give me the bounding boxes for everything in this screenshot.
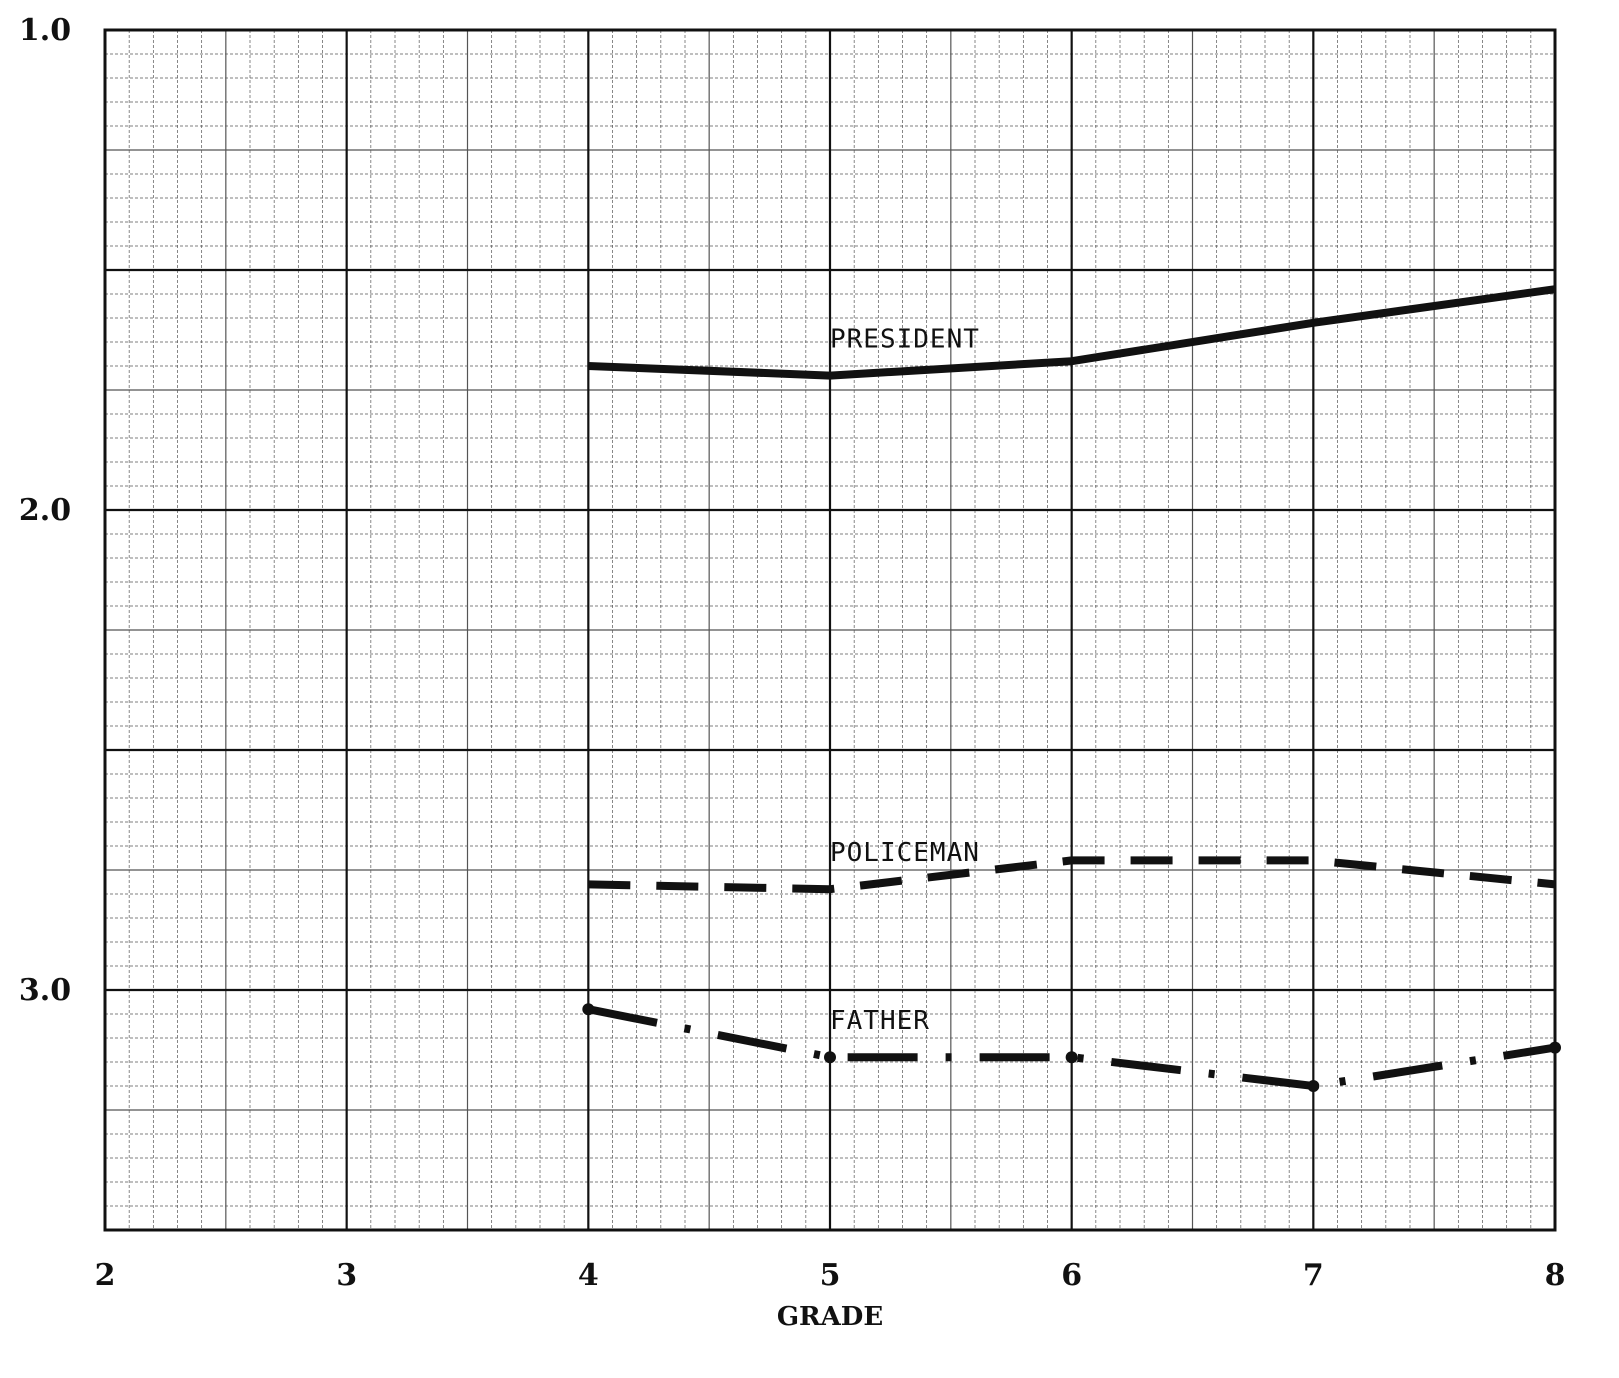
x-axis-title: GRADE [777, 1302, 883, 1332]
y-tick-label: 1.0 [19, 13, 71, 48]
y-tick-label: 2.0 [19, 493, 71, 528]
x-tick-label: 4 [578, 1258, 599, 1293]
major-grid [105, 30, 1555, 1230]
series-line-policeman [588, 856, 1556, 894]
data-point [1065, 1051, 1078, 1064]
y-tick-label: 3.0 [19, 973, 71, 1008]
y-tick-labels: 1.0 2.0 3.0 [19, 13, 71, 1008]
series-label-father: FATHER [830, 1006, 930, 1036]
data-point [1549, 1041, 1561, 1054]
series-label-president: PRESIDENT [830, 325, 980, 355]
series-label-policeman: POLICEMAN [830, 838, 980, 868]
series-layer [582, 285, 1561, 1092]
plot-frame [103, 28, 1557, 1232]
data-point [824, 1051, 836, 1064]
x-tick-label: 6 [1061, 1258, 1082, 1293]
series-line-president [588, 285, 1556, 380]
series-line-father [587, 1005, 1556, 1090]
x-tick-labels: 2 3 4 5 6 7 8 [95, 1258, 1566, 1293]
labels-layer: PRESIDENT POLICEMAN FATHER [830, 325, 980, 1037]
x-tick-label: 3 [336, 1258, 357, 1293]
x-tick-label: 5 [820, 1258, 841, 1293]
x-tick-label: 7 [1303, 1258, 1324, 1293]
x-tick-label: 8 [1545, 1258, 1566, 1293]
data-point [582, 1003, 595, 1016]
x-tick-label: 2 [95, 1258, 116, 1293]
data-point [1307, 1080, 1320, 1092]
